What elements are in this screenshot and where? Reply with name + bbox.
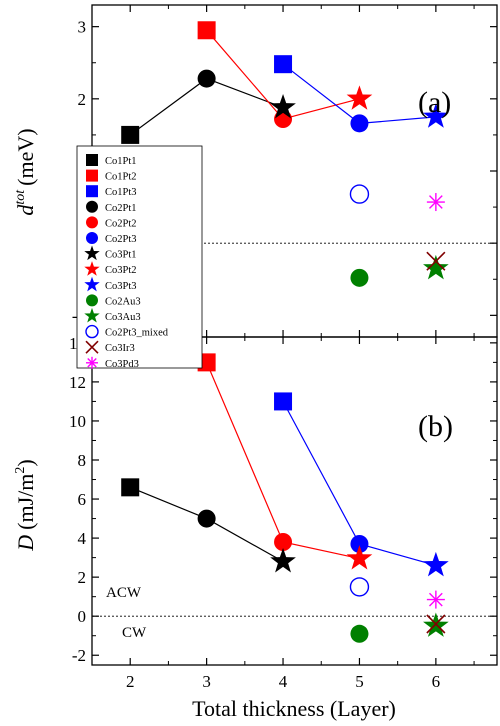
panel-b-ytick-label: 12 (69, 373, 86, 392)
panel-b-points (121, 353, 449, 643)
legend-label: Co1Pt1 (105, 156, 137, 167)
legend-label: Co2Pt3 (105, 234, 137, 245)
panel-b-point-co3pt3 (423, 551, 449, 577)
panel-a-point-co2pt3-mixed (349, 184, 370, 204)
panel-a-ylabel-base: d (13, 204, 38, 216)
legend-label: Co2Au3 (105, 296, 141, 307)
legend-label: Co3Pd3 (105, 359, 139, 370)
panel-a-point-co3pd3 (426, 193, 445, 212)
panel-a-ytick-label: 3 (78, 18, 87, 37)
annotation-acw: ACW (106, 585, 142, 601)
panel-b-ylabel-unit-sup: 2 (13, 467, 28, 474)
panel-a-point-co2pt1 (197, 69, 216, 88)
legend-label: Co2Pt2 (105, 218, 137, 229)
panel-b-point-co1pt1 (121, 478, 140, 497)
legend-marker-co3ir3 (85, 340, 99, 354)
legend-marker-co2pt2 (86, 216, 98, 229)
legend-label: Co3Au3 (105, 312, 141, 323)
legend-label: Co3Pt1 (105, 250, 137, 261)
panel-a-point-co2pt3 (350, 114, 369, 133)
panel-b-label: (b) (418, 410, 453, 443)
legend-marker-co2pt3-mixed (85, 324, 99, 339)
xtick-label: 4 (279, 672, 288, 691)
panel-b-point-co2pt3 (350, 534, 369, 553)
panel-b-point-co2pt3-mixed (349, 577, 370, 597)
panel-b-axes: -20246810121423456 (69, 334, 497, 691)
panel-b-point-co1pt3 (274, 392, 293, 411)
legend-marker-co3pd3 (86, 356, 98, 369)
panel-a-ytick-label: 2 (78, 90, 87, 109)
panel-a-point-co3ir3 (426, 251, 446, 271)
panel-a-point-co1pt1 (121, 125, 140, 144)
panel-b-point-co2au3 (350, 624, 369, 643)
panel-b-ylabel: D (mJ/m2) (13, 459, 38, 551)
panel-b-point-co3pt2 (346, 545, 373, 570)
legend-marker-co2au3 (86, 294, 98, 307)
legend-label: Co1Pt3 (105, 187, 137, 198)
xtick-label: 5 (355, 672, 364, 691)
panel-b-ytick-label: 8 (78, 451, 87, 470)
panel-a-point-co2au3 (350, 268, 369, 287)
legend-label: Co2Pt3_mixed (105, 328, 169, 339)
legend-marker-co3pt2 (84, 261, 100, 276)
panel-a-ylabel-sup: tot (13, 189, 28, 205)
panel-a-label: (a) (418, 86, 451, 119)
xtick-label: 3 (202, 672, 211, 691)
legend-marker-co3au3 (84, 307, 100, 323)
legend: Co1Pt1 Co1Pt2 Co1Pt3 Co2Pt1 Co2Pt2 Co2Pt3 Co3P… (76, 145, 203, 370)
panel-a-point-co1pt3 (274, 55, 293, 74)
xtick-label: 2 (126, 672, 135, 691)
panel-b-point-co3ir3 (426, 614, 446, 634)
xtick-label: 6 (432, 672, 441, 691)
panel-b-ylabel-unit-end: ) (13, 459, 38, 466)
legend-label: Co3Ir3 (105, 343, 135, 354)
legend-label: Co3Pt2 (105, 265, 137, 276)
legend-marker-co3pt1 (84, 245, 100, 261)
panel-b-point-co2pt2 (274, 533, 293, 551)
legend-marker-co2pt1 (86, 200, 98, 213)
panel-b-point-co2pt1 (197, 509, 216, 528)
panel-b-ylabel-unit: (mJ/m (13, 474, 38, 530)
x-axis-label: Total thickness (Layer) (192, 696, 396, 721)
annotation-cw: CW (122, 625, 147, 641)
panel-a-point-co3pt3 (423, 103, 449, 128)
panel-b-ytick-label: 0 (78, 607, 87, 626)
panel-a-point-co3pt2 (346, 85, 373, 110)
panel-b-ytick-label: 2 (78, 568, 87, 587)
panel-a-point-co1pt2 (197, 21, 216, 40)
legend-marker-co1pt1 (86, 154, 98, 166)
panel-b-ytick-label: 4 (78, 529, 87, 548)
panel-b-point-co3pt1 (270, 548, 296, 573)
panel-a-points (121, 21, 449, 287)
legend-items: Co1Pt1 Co1Pt2 Co1Pt3 Co2Pt1 Co2Pt2 Co2Pt3 Co3P… (84, 154, 169, 370)
panel-b-ytick-label: 10 (69, 412, 86, 431)
panel-a-point-co3au3 (423, 254, 449, 280)
panel-b-ytick-label: 6 (78, 490, 87, 509)
legend-marker-co1pt2 (86, 169, 98, 182)
legend-marker-co3pt3 (84, 276, 100, 292)
panel-a-ylabel: dtot (meV) (13, 128, 38, 215)
legend-label: Co1Pt2 (105, 172, 137, 183)
panel-b-ytick-label: -2 (72, 646, 86, 665)
panel-a-ylabel-unit: (meV) (13, 128, 38, 185)
legend-label: Co3Pt3 (105, 281, 137, 292)
legend-label: Co2Pt1 (105, 203, 137, 214)
panel-a-point-co3pt1 (270, 93, 296, 119)
panel-b-connect-line (206, 362, 360, 560)
legend-marker-co1pt3 (86, 185, 98, 198)
panel-b-ylabel-base: D (13, 535, 38, 552)
panel-b-frame (91, 336, 498, 666)
legend-marker-co2pt3 (86, 232, 98, 244)
panel-b-point-co3pd3 (426, 590, 445, 609)
